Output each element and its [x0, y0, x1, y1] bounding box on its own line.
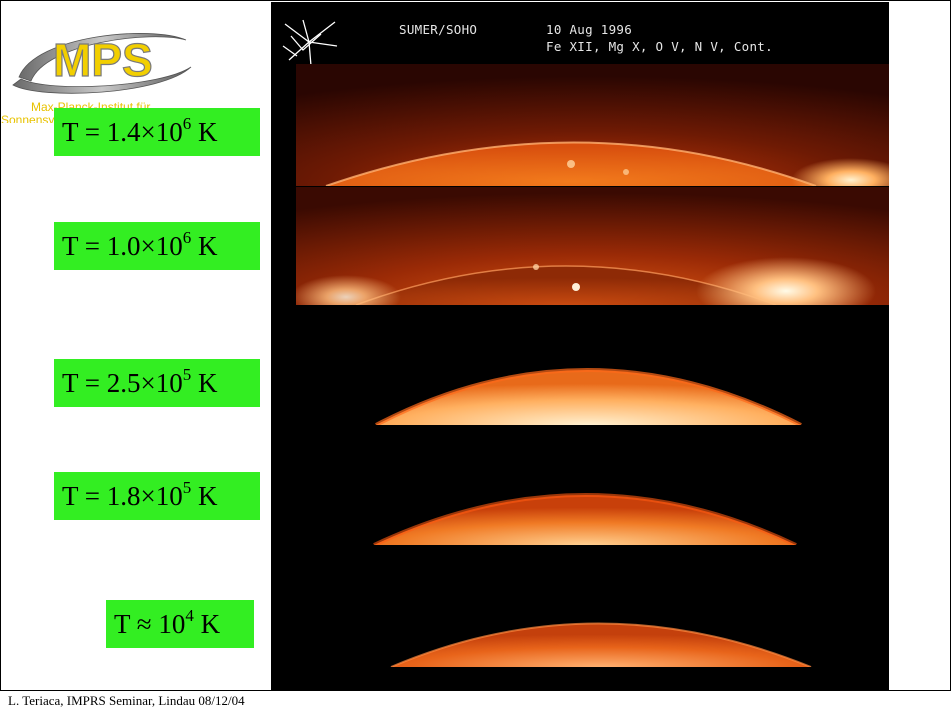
mps-logo: MPS Max-Planck-Institut für Sonnensystem… — [1, 15, 201, 123]
mps-acronym: MPS — [53, 34, 153, 86]
temperature-label-1: T = 1.4×106 K — [54, 108, 260, 156]
continuum-image — [296, 545, 889, 667]
fe-xii-image — [296, 64, 889, 186]
slide: MPS Max-Planck-Institut für Sonnensystem… — [0, 0, 951, 691]
o-v-image — [296, 305, 889, 425]
instrument-label: SUMER/SOHO — [399, 22, 478, 37]
sumer-image-panel: SUMER/SOHO 10 Aug 1996 Fe XII, Mg X, O V… — [271, 2, 889, 690]
mg-x-image — [296, 187, 889, 305]
slide-footer: L. Teriaca, IMPRS Seminar, Lindau 08/12/… — [8, 693, 245, 708]
temperature-label-5: T ≈ 104 K — [106, 600, 254, 648]
sumer-logo-icon — [282, 19, 338, 67]
spectral-lines: Fe XII, Mg X, O V, N V, Cont. — [546, 39, 773, 54]
o-v-strip — [296, 305, 889, 425]
mps-logo-graphic: MPS — [12, 33, 192, 94]
continuum-strip — [296, 545, 889, 667]
mg-x-strip — [296, 187, 889, 305]
temperature-label-2: T = 1.0×106 K — [54, 222, 260, 270]
n-v-image — [296, 425, 889, 545]
observation-date: 10 Aug 1996 — [546, 22, 633, 37]
fe-xii-strip — [296, 64, 889, 186]
temperature-label-4: T = 1.8×105 K — [54, 472, 260, 520]
n-v-strip — [296, 425, 889, 545]
temperature-label-3: T = 2.5×105 K — [54, 359, 260, 407]
